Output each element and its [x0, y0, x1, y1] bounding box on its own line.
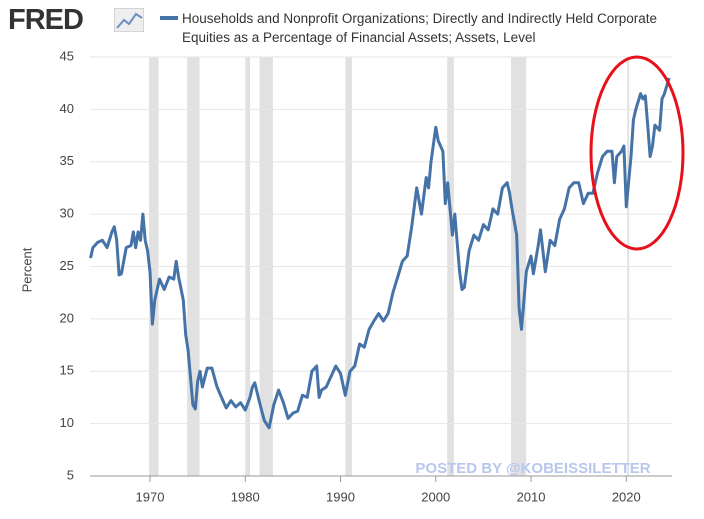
data-line — [89, 77, 671, 430]
x-tick-label: 1970 — [136, 489, 165, 504]
y-tick-label: 40 — [60, 101, 74, 116]
y-tick-label: 30 — [60, 206, 74, 221]
x-tick-label: 2000 — [421, 489, 450, 504]
y-tick-label: 5 — [67, 467, 74, 482]
x-tick-label: 2020 — [612, 489, 641, 504]
logo-icon — [114, 8, 144, 32]
watermark: POSTED BY @KOBEISSILETTER — [415, 460, 650, 477]
highlight-circle — [589, 55, 685, 251]
legend-swatch — [160, 16, 178, 20]
logo: FRED — [8, 4, 84, 36]
y-tick-label: 10 — [60, 415, 74, 430]
x-tick-label: 2010 — [517, 489, 546, 504]
y-tick-label: 25 — [60, 258, 74, 273]
x-tick-label: 1990 — [326, 489, 355, 504]
y-tick-label: 15 — [60, 363, 74, 378]
y-axis-label: Percent — [19, 247, 34, 292]
y-tick-label: 20 — [60, 310, 74, 325]
legend-label: Households and Nonprofit Organizations; … — [182, 11, 657, 45]
x-tick-label: 1980 — [231, 489, 260, 504]
y-tick-label: 45 — [60, 48, 74, 63]
y-tick-label: 35 — [60, 153, 74, 168]
